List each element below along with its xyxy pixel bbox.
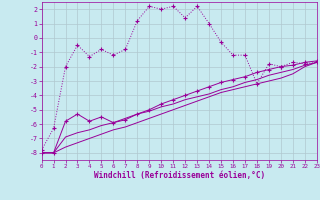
X-axis label: Windchill (Refroidissement éolien,°C): Windchill (Refroidissement éolien,°C) xyxy=(94,171,265,180)
